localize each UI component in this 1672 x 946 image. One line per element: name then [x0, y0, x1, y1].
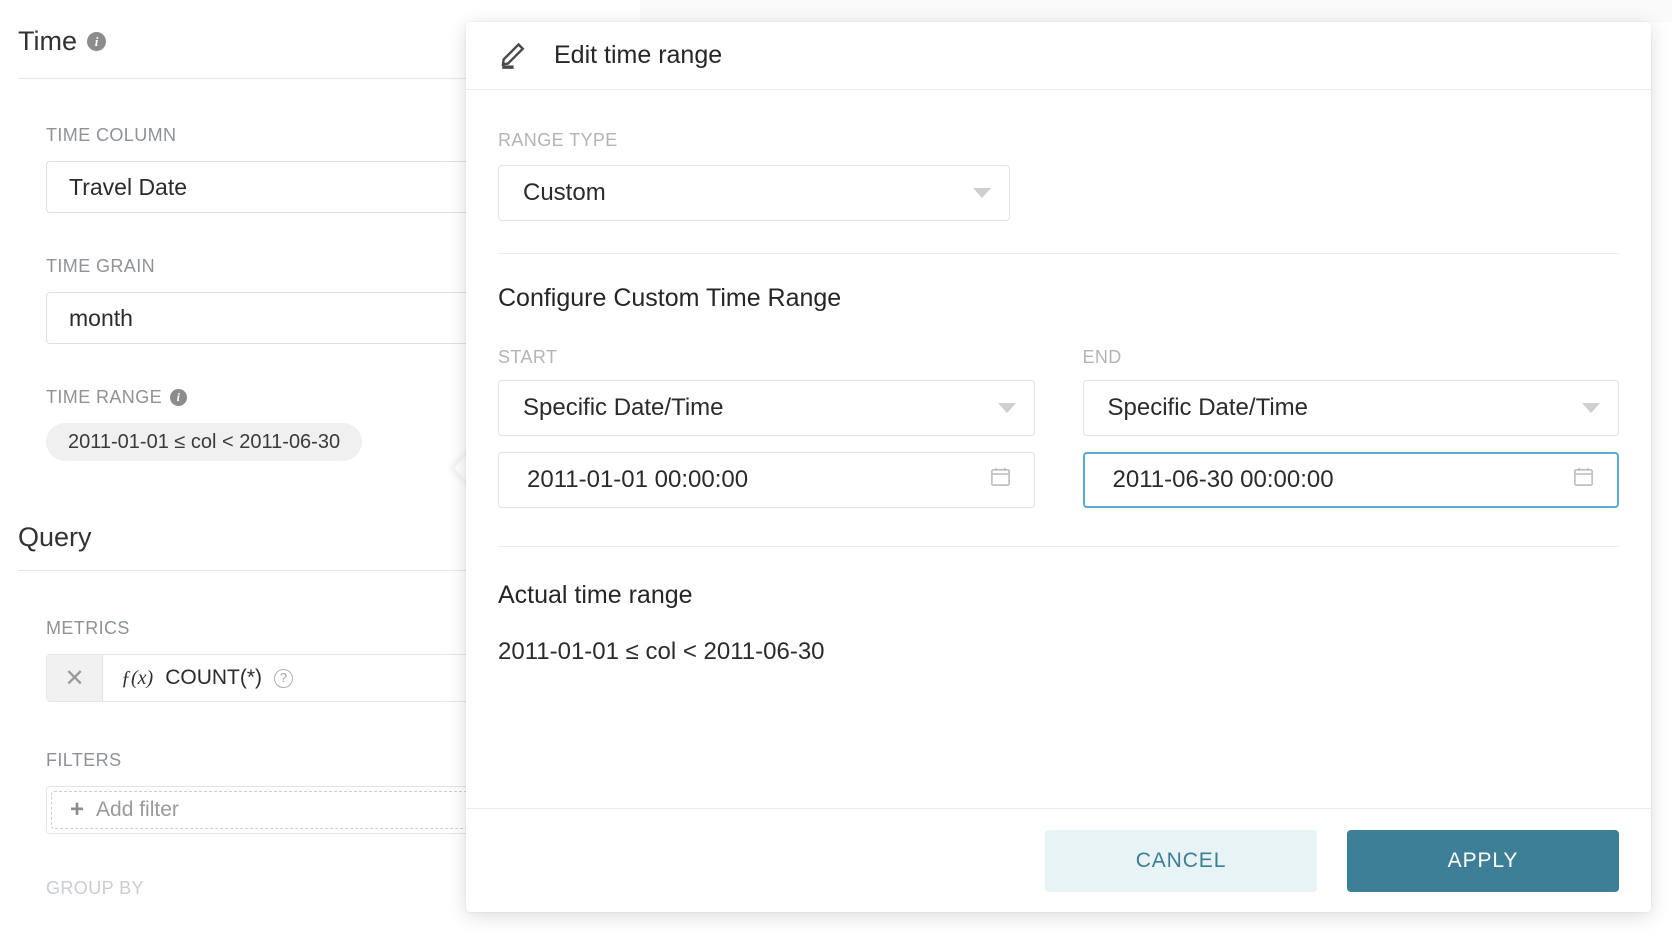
start-end-grid: START Specific Date/Time 2011-01-01 00:0…	[498, 347, 1619, 508]
start-mode-value: Specific Date/Time	[523, 394, 724, 421]
filters-label-text: FILTERS	[46, 750, 122, 770]
time-grain-label-text: TIME GRAIN	[46, 256, 156, 276]
chevron-down-icon	[1582, 403, 1600, 413]
group-by-label: GROUP BY	[46, 878, 144, 899]
time-column-label-text: TIME COLUMN	[46, 125, 177, 145]
range-type-label: RANGE TYPE	[498, 130, 618, 150]
start-label: START	[498, 347, 558, 367]
chevron-down-icon	[997, 403, 1016, 413]
filters-label: FILTERS	[46, 750, 121, 771]
time-range-pill[interactable]: 2011-01-01 ≤ col < 2011-06-30	[46, 423, 363, 461]
calendar-icon[interactable]	[1572, 465, 1595, 495]
pencil-edit-icon	[498, 36, 532, 75]
cancel-button[interactable]: CANCEL	[1045, 829, 1317, 892]
actual-range-value: 2011-01-01 ≤ col < 2011-06-30	[498, 638, 825, 665]
end-datetime-value: 2011-06-30 00:00:00	[1112, 466, 1334, 493]
query-section-heading-text: Query	[18, 522, 92, 552]
modal-footer: CANCEL APPLY	[466, 808, 1651, 912]
close-icon[interactable]: ✕	[47, 655, 103, 701]
plus-icon: +	[70, 796, 85, 823]
start-datetime-value: 2011-01-01 00:00:00	[527, 466, 749, 493]
start-datetime-input[interactable]: 2011-01-01 00:00:00	[498, 452, 1035, 508]
metrics-label-text: METRICS	[46, 618, 130, 638]
time-range-label-text: TIME RANGE	[46, 387, 163, 407]
actual-range-heading: Actual time range	[498, 581, 693, 609]
divider-time	[18, 78, 618, 79]
metric-label: ƒ(x) COUNT(*) ?	[103, 666, 294, 690]
panel-title-text: Time	[18, 26, 77, 56]
group-by-label-text: GROUP BY	[46, 878, 144, 898]
edit-time-range-modal: Edit time range RANGE TYPE Custom Config…	[466, 22, 1651, 912]
time-column-label: TIME COLUMN	[46, 125, 176, 146]
modal-header: Edit time range	[466, 22, 1651, 90]
range-type-select[interactable]: Custom	[498, 165, 1010, 221]
start-mode-select[interactable]: Specific Date/Time	[498, 380, 1035, 436]
configure-heading: Configure Custom Time Range	[498, 284, 842, 312]
time-range-label: TIME RANGE i	[46, 387, 188, 408]
metric-value: COUNT(*)	[165, 666, 263, 689]
query-section-heading: Query	[18, 522, 92, 553]
question-circle-icon[interactable]: ?	[274, 668, 294, 688]
start-column: START Specific Date/Time 2011-01-01 00:0…	[498, 347, 1035, 508]
divider-range-type	[498, 253, 1619, 254]
fx-icon: ƒ(x)	[121, 666, 154, 689]
time-range-pill-text: 2011-01-01 ≤ col < 2011-06-30	[68, 430, 341, 453]
info-icon[interactable]: i	[87, 32, 106, 51]
range-type-value: Custom	[523, 179, 606, 206]
end-mode-select[interactable]: Specific Date/Time	[1082, 380, 1619, 436]
end-mode-value: Specific Date/Time	[1107, 394, 1309, 421]
modal-body: RANGE TYPE Custom Configure Custom Time …	[466, 90, 1651, 808]
chevron-down-icon	[973, 188, 991, 198]
top-background-strip	[628, 0, 1672, 22]
add-filter-label: Add filter	[96, 798, 179, 821]
info-icon[interactable]: i	[170, 389, 188, 406]
add-filter-button[interactable]: + Add filter	[51, 791, 631, 829]
panel-section-heading-time: Time i	[18, 26, 106, 57]
apply-button[interactable]: APPLY	[1347, 829, 1619, 892]
calendar-icon[interactable]	[989, 465, 1012, 495]
time-grain-label: TIME GRAIN	[46, 256, 155, 277]
end-datetime-input[interactable]: 2011-06-30 00:00:00	[1082, 452, 1619, 508]
metrics-label: METRICS	[46, 618, 130, 639]
divider-actual	[498, 546, 1619, 547]
end-column: END Specific Date/Time 2011-06-30 00:00:…	[1082, 347, 1619, 508]
divider-query	[18, 570, 618, 571]
modal-title: Edit time range	[554, 41, 723, 69]
end-label: END	[1082, 347, 1122, 367]
time-column-value: Travel Date	[69, 173, 188, 200]
time-grain-value: month	[69, 304, 133, 331]
